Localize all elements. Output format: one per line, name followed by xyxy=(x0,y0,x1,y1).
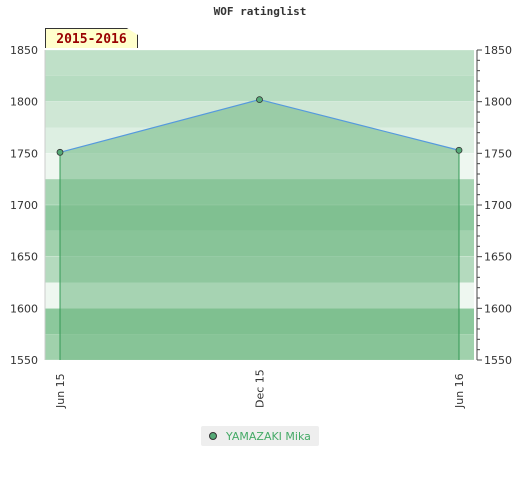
y-tick-label-left: 1650 xyxy=(10,251,38,264)
y-tick-label-left: 1600 xyxy=(10,302,38,315)
y-tick-label-left: 1850 xyxy=(10,44,38,57)
y-tick-label-right: 1600 xyxy=(484,302,512,315)
y-tick-label-right: 1700 xyxy=(484,199,512,212)
y-tick-label-right: 1800 xyxy=(484,96,512,109)
y-tick-label-right: 1850 xyxy=(484,44,512,57)
x-tick-label: Jun 16 xyxy=(453,373,466,409)
legend[interactable]: YAMAZAKI Mika xyxy=(201,426,319,446)
y-tick-label-left: 1700 xyxy=(10,199,38,212)
chart-title: WOF ratinglist xyxy=(213,5,307,18)
y-tick-label-left: 1550 xyxy=(10,354,38,367)
legend-label: YAMAZAKI Mika xyxy=(226,429,311,443)
period-badge: 2015-2016 xyxy=(45,28,138,48)
y-tick-label-right: 1750 xyxy=(484,147,512,160)
y-tick-label-right: 1550 xyxy=(484,354,512,367)
grid-band xyxy=(45,50,474,76)
data-point xyxy=(455,146,463,154)
data-point xyxy=(56,148,64,156)
y-tick-label-left: 1800 xyxy=(10,96,38,109)
y-tick-label-left: 1750 xyxy=(10,147,38,160)
data-point xyxy=(256,96,263,103)
x-tick-label: Jun 15 xyxy=(54,373,67,409)
legend-marker-icon xyxy=(209,432,217,440)
x-tick-label: Dec 15 xyxy=(254,369,267,408)
y-tick-label-right: 1650 xyxy=(484,251,512,264)
series-area xyxy=(60,99,459,360)
